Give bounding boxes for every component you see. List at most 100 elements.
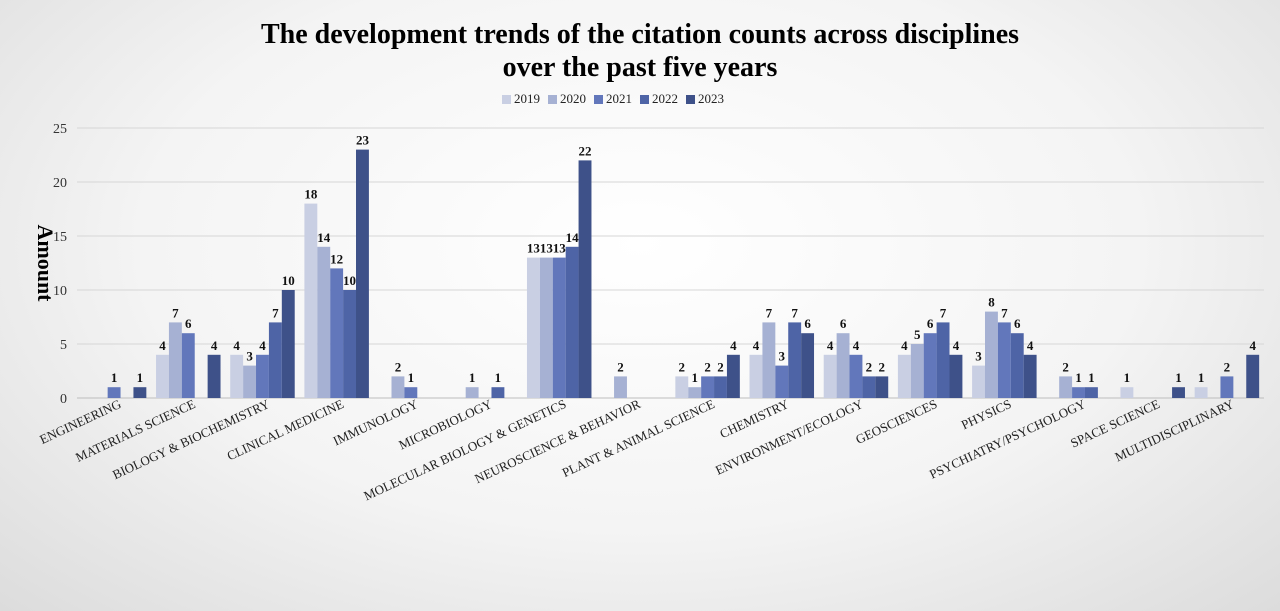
bar-2022 [565, 246, 579, 398]
legend-swatch [548, 94, 557, 104]
data-label: 18 [304, 187, 318, 202]
data-label: 7 [791, 305, 798, 320]
bar-2021 [330, 268, 344, 398]
bar-2020 [688, 387, 702, 398]
data-label: 4 [730, 338, 737, 353]
data-label: 4 [753, 338, 760, 353]
data-label: 4 [211, 338, 218, 353]
data-label: 7 [172, 305, 179, 320]
data-label: 1 [1075, 370, 1082, 385]
bar-2023 [133, 387, 147, 398]
data-label: 4 [827, 338, 834, 353]
bar-2023 [949, 354, 963, 398]
legend-swatch [640, 94, 649, 104]
bar-2019 [675, 376, 689, 398]
legend-label: 2020 [560, 91, 586, 106]
data-label: 3 [975, 349, 982, 364]
data-label: 2 [679, 359, 686, 374]
bar-2019 [304, 203, 318, 398]
bar-2021 [775, 365, 789, 398]
bar-2023 [801, 333, 815, 398]
bar-2023 [1172, 387, 1185, 398]
chart-title: The development trends of the citation c… [0, 18, 1280, 84]
bar-2020 [391, 376, 405, 398]
data-label: 4 [159, 338, 166, 353]
bar-2019 [972, 365, 985, 398]
bar-2021 [701, 376, 715, 398]
data-label: 6 [840, 316, 847, 331]
bar-2020 [836, 333, 850, 398]
bar-2022 [268, 322, 282, 398]
bar-2021 [1220, 376, 1234, 398]
data-label: 1 [137, 370, 144, 385]
legend-label: 2019 [514, 91, 540, 106]
data-label: 8 [988, 295, 995, 310]
bar-2020 [984, 311, 998, 398]
data-label: 1 [1198, 370, 1205, 385]
bar-2019 [1194, 387, 1208, 398]
data-label: 5 [914, 327, 921, 342]
y-tick-label: 20 [53, 176, 67, 191]
legend-swatch [502, 94, 511, 104]
data-label: 14 [566, 230, 580, 245]
bar-2023 [1246, 354, 1260, 398]
bar-2022 [343, 290, 357, 398]
bar-2020 [910, 344, 924, 398]
bar-2023 [281, 290, 295, 398]
bar-2020 [168, 322, 182, 398]
bar-2023 [875, 376, 889, 398]
bar-2021 [404, 387, 418, 398]
data-label: 7 [940, 305, 947, 320]
bar-2021 [256, 354, 269, 398]
legend-item-2019: 2019 [502, 91, 540, 107]
data-label: 4 [953, 338, 960, 353]
data-label: 1 [408, 370, 415, 385]
legend-item-2023: 2023 [686, 91, 724, 107]
data-label: 2 [866, 359, 873, 374]
data-label: 2 [1062, 359, 1069, 374]
data-label: 7 [766, 305, 773, 320]
data-label: 4 [259, 338, 266, 353]
data-label: 12 [330, 251, 343, 266]
bar-2023 [1023, 354, 1037, 398]
bar-2019 [897, 354, 911, 398]
data-label: 1 [1088, 370, 1095, 385]
bar-2021 [552, 257, 566, 398]
y-tick-label: 15 [53, 230, 67, 245]
data-label: 1 [469, 370, 476, 385]
bar-2020 [243, 365, 257, 398]
bar-2023 [726, 354, 740, 398]
legend-item-2022: 2022 [640, 91, 678, 107]
data-label: 23 [356, 133, 370, 148]
bar-2021 [849, 354, 863, 398]
bar-2019 [526, 257, 540, 398]
bar-2022 [1010, 333, 1024, 398]
y-tick-label: 5 [60, 338, 67, 353]
y-tick-label: 25 [53, 122, 67, 137]
bar-2022 [788, 322, 802, 398]
bar-2021 [923, 333, 937, 398]
bar-2022 [936, 322, 950, 398]
legend-label: 2023 [698, 91, 724, 106]
data-label: 6 [185, 316, 192, 331]
data-label: 7 [272, 305, 279, 320]
bar-2023 [578, 160, 592, 398]
chart-title-line-1: The development trends of the citation c… [260, 19, 1020, 50]
data-label: 1 [495, 370, 502, 385]
y-tick-label: 10 [53, 284, 67, 299]
bar-2022 [491, 387, 505, 398]
legend-label: 2021 [606, 91, 632, 106]
data-label: 13 [540, 241, 554, 256]
legend: 2019 2020 2021 2022 2023 [502, 91, 724, 107]
category-label: PHYSICS [959, 396, 1014, 432]
data-label: 4 [1249, 338, 1256, 353]
data-label: 22 [579, 143, 592, 158]
bar-2019 [1120, 387, 1134, 398]
bar-2021 [1072, 387, 1085, 398]
bar-2020 [1059, 376, 1073, 398]
data-label: 2 [395, 359, 402, 374]
data-label: 3 [779, 349, 786, 364]
category-label: MULTIDISCIPLINARY [1112, 396, 1236, 465]
legend-label: 2022 [652, 91, 678, 106]
